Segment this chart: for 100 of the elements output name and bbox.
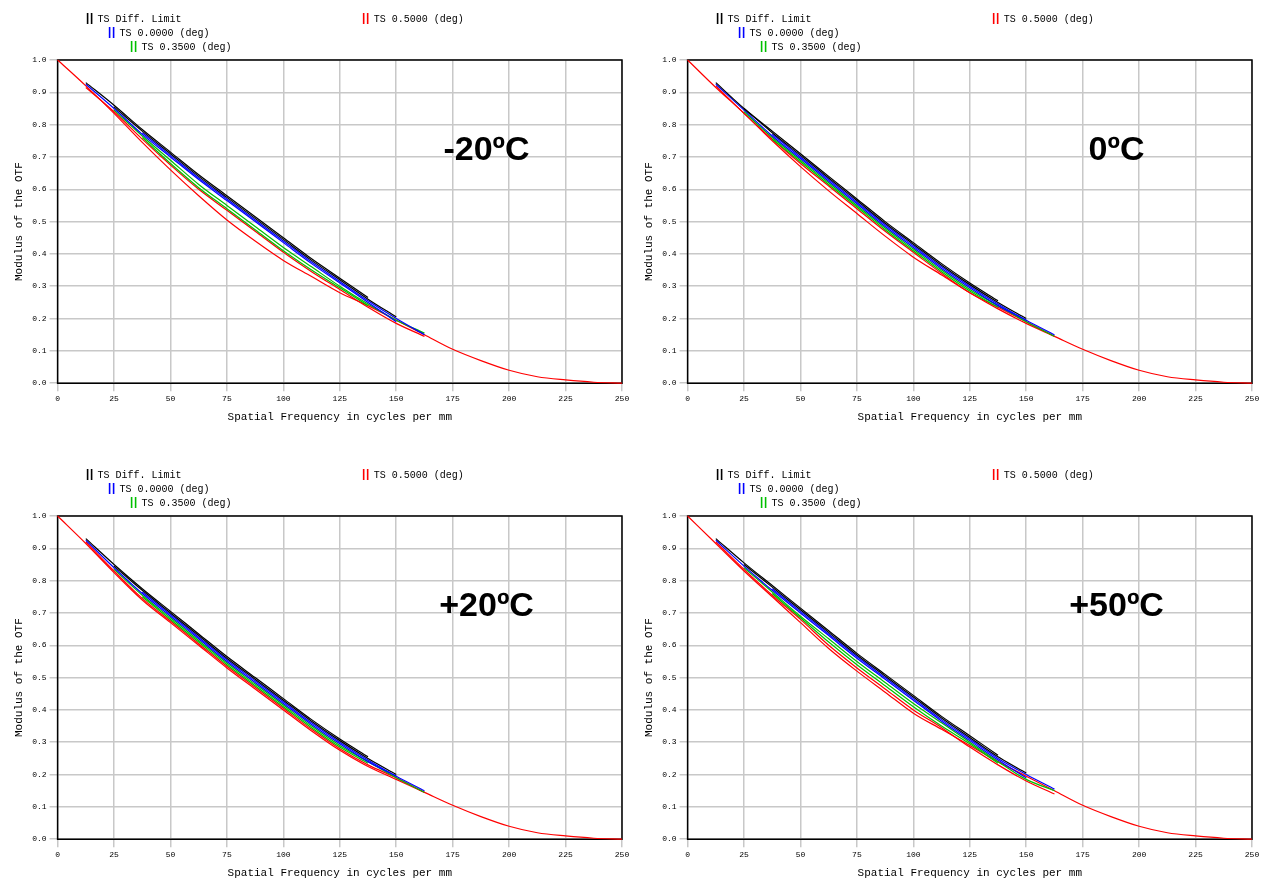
y-axis-title: Modulus of the OTF bbox=[642, 162, 655, 282]
x-tick-label: 100 bbox=[276, 394, 291, 404]
x-tick-label: 25 bbox=[109, 394, 120, 404]
y-tick-label: 0.4 bbox=[32, 249, 47, 259]
y-tick-label: 0.3 bbox=[662, 281, 677, 291]
legend-label: TS 0.0000 (deg) bbox=[749, 28, 840, 39]
y-tick-label: 0.9 bbox=[662, 87, 677, 97]
y-tick-label: 0.0 bbox=[662, 378, 677, 388]
y-tick-label: 0.7 bbox=[32, 152, 47, 162]
y-tick-label: 0.6 bbox=[32, 640, 47, 650]
x-tick-label: 125 bbox=[962, 394, 978, 404]
y-tick-label: 0.2 bbox=[32, 769, 47, 779]
x-tick-label: 75 bbox=[222, 850, 232, 860]
y-tick-label: 0.9 bbox=[662, 543, 677, 553]
y-tick-label: 0.0 bbox=[32, 834, 47, 844]
y-tick-label: 0.7 bbox=[32, 608, 47, 618]
y-tick-label: 0.3 bbox=[32, 737, 47, 747]
x-tick-label: 250 bbox=[1244, 850, 1260, 860]
y-tick-label: 1.0 bbox=[32, 55, 47, 65]
y-tick-label: 0.7 bbox=[662, 608, 677, 618]
y-tick-label: 0.1 bbox=[662, 802, 677, 812]
legend-label: TS 0.5000 (deg) bbox=[373, 470, 464, 481]
y-tick-label: 0.5 bbox=[32, 672, 47, 682]
x-tick-label: 250 bbox=[614, 850, 630, 860]
x-tick-label: 175 bbox=[445, 394, 461, 404]
x-axis-title: Spatial Frequency in cycles per mm bbox=[857, 867, 1083, 880]
x-tick-label: 225 bbox=[558, 394, 573, 404]
y-tick-label: 0.4 bbox=[662, 705, 677, 715]
y-tick-label: 0.1 bbox=[662, 346, 677, 356]
y-tick-label: 0.2 bbox=[662, 769, 677, 779]
annotation: 0ºC bbox=[1088, 128, 1145, 167]
y-tick-label: 0.5 bbox=[662, 672, 677, 682]
y-tick-label: 0.3 bbox=[662, 737, 677, 747]
x-tick-label: 100 bbox=[906, 850, 921, 860]
x-tick-label: 225 bbox=[558, 850, 573, 860]
x-tick-label: 50 bbox=[165, 394, 176, 404]
x-tick-label: 125 bbox=[962, 850, 978, 860]
x-tick-label: 0 bbox=[55, 394, 61, 404]
y-axis-title: Modulus of the OTF bbox=[12, 162, 25, 282]
x-tick-label: 225 bbox=[1188, 850, 1203, 860]
y-tick-label: 0.9 bbox=[32, 543, 47, 553]
x-tick-label: 75 bbox=[852, 394, 862, 404]
y-tick-label: 0.1 bbox=[32, 346, 47, 356]
y-tick-label: 0.9 bbox=[32, 87, 47, 97]
y-tick-label: 1.0 bbox=[662, 55, 677, 65]
y-tick-label: 0.0 bbox=[662, 834, 677, 844]
x-tick-label: 125 bbox=[332, 850, 348, 860]
y-axis-title: Modulus of the OTF bbox=[12, 618, 25, 738]
x-tick-label: 150 bbox=[1019, 850, 1034, 860]
legend-label: TS 0.3500 (deg) bbox=[141, 498, 232, 509]
y-tick-label: 0.2 bbox=[662, 313, 677, 323]
y-tick-label: 0.4 bbox=[662, 249, 677, 259]
x-axis-title: Spatial Frequency in cycles per mm bbox=[857, 411, 1083, 424]
y-tick-label: 0.8 bbox=[662, 119, 677, 129]
x-tick-label: 200 bbox=[501, 394, 517, 404]
x-tick-label: 175 bbox=[1075, 394, 1091, 404]
y-tick-label: 0.7 bbox=[662, 152, 677, 162]
x-tick-label: 50 bbox=[795, 394, 806, 404]
x-tick-label: 0 bbox=[685, 850, 691, 860]
y-tick-label: 0.6 bbox=[662, 640, 677, 650]
annotation: +50ºC bbox=[1069, 584, 1164, 623]
x-tick-label: 0 bbox=[55, 850, 61, 860]
y-tick-label: 0.8 bbox=[662, 575, 677, 585]
legend-label: TS 0.0000 (deg) bbox=[119, 28, 210, 39]
x-tick-label: 200 bbox=[1131, 394, 1147, 404]
y-axis-title: Modulus of the OTF bbox=[642, 618, 655, 738]
x-tick-label: 250 bbox=[614, 394, 630, 404]
x-tick-label: 175 bbox=[1075, 850, 1091, 860]
legend-label: TS 0.0000 (deg) bbox=[749, 484, 840, 495]
x-tick-label: 200 bbox=[501, 850, 517, 860]
x-tick-label: 150 bbox=[1019, 394, 1034, 404]
y-tick-label: 0.3 bbox=[32, 281, 47, 291]
y-tick-label: 0.4 bbox=[32, 705, 47, 715]
legend-label: TS Diff. Limit bbox=[727, 14, 812, 25]
x-tick-label: 250 bbox=[1244, 394, 1260, 404]
legend-label: TS 0.5000 (deg) bbox=[1003, 470, 1094, 481]
annotation: -20ºC bbox=[443, 128, 530, 167]
x-tick-label: 100 bbox=[276, 850, 291, 860]
y-tick-label: 1.0 bbox=[32, 511, 47, 521]
legend-label: TS 0.0000 (deg) bbox=[119, 484, 210, 495]
x-tick-label: 150 bbox=[389, 850, 404, 860]
y-tick-label: 0.1 bbox=[32, 802, 47, 812]
y-tick-label: 0.2 bbox=[32, 313, 47, 323]
y-tick-label: 0.8 bbox=[32, 119, 47, 129]
x-tick-label: 75 bbox=[852, 850, 862, 860]
x-tick-label: 50 bbox=[795, 850, 806, 860]
x-tick-label: 25 bbox=[739, 850, 750, 860]
annotation: +20ºC bbox=[439, 584, 534, 623]
y-tick-label: 0.0 bbox=[32, 378, 47, 388]
legend-label: TS 0.3500 (deg) bbox=[141, 42, 232, 53]
y-tick-label: 0.5 bbox=[32, 216, 47, 226]
x-tick-label: 50 bbox=[165, 850, 176, 860]
legend-label: TS Diff. Limit bbox=[727, 470, 812, 481]
x-tick-label: 200 bbox=[1131, 850, 1147, 860]
legend-label: TS 0.3500 (deg) bbox=[771, 42, 862, 53]
x-axis-title: Spatial Frequency in cycles per mm bbox=[227, 867, 453, 880]
legend-label: TS 0.5000 (deg) bbox=[1003, 14, 1094, 25]
x-tick-label: 150 bbox=[389, 394, 404, 404]
x-tick-label: 0 bbox=[685, 394, 691, 404]
legend-label: TS Diff. Limit bbox=[97, 470, 182, 481]
